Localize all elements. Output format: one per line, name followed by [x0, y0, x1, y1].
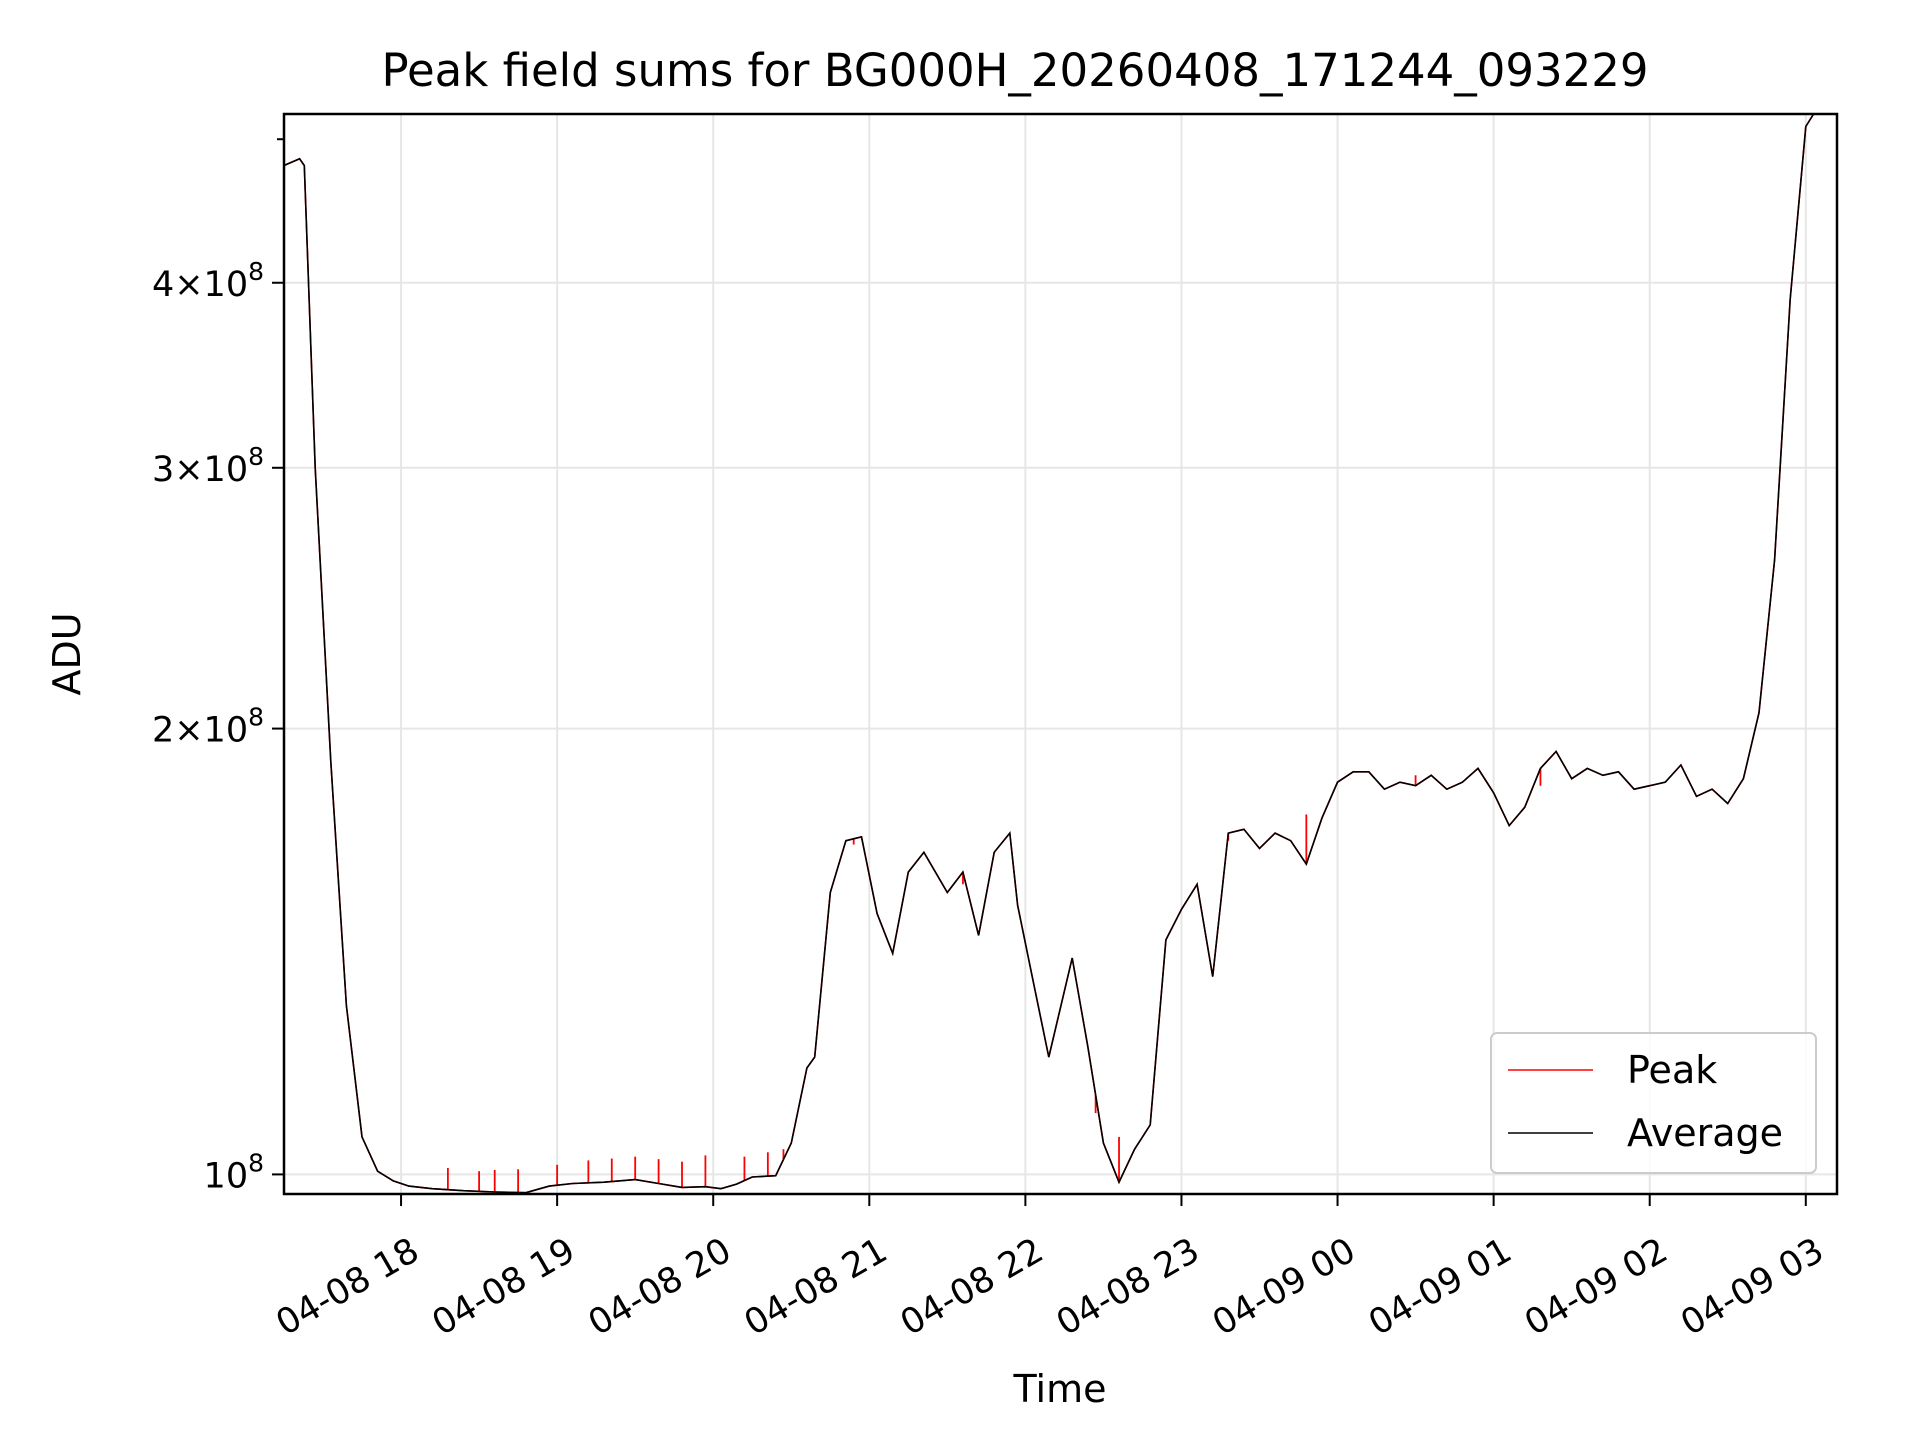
x-tick-label: 04-08 23 [1050, 1231, 1206, 1344]
y-tick-base: 10 [204, 265, 249, 305]
y-axis-label: ADU [45, 612, 89, 695]
grid [284, 114, 1837, 1194]
plot-frame [282, 112, 1839, 1196]
y-tick-times: × [174, 711, 203, 751]
x-tick-label: 04-08 19 [426, 1231, 582, 1344]
x-tick-label: 04-09 00 [1206, 1231, 1362, 1344]
y-tick-exponent: 8 [248, 257, 264, 286]
x-tick-label: 04-09 03 [1674, 1231, 1830, 1344]
x-tick-label: 04-08 18 [270, 1231, 426, 1344]
series-layer [283, 113, 1837, 1194]
series-peak-line [283, 113, 1837, 1194]
y-tick-label: 2×108 [152, 703, 264, 751]
legend-average-label: Average [1627, 1111, 1783, 1155]
legend-box [1490, 1032, 1817, 1174]
legend: Peak Average [1490, 1032, 1817, 1174]
x-axis-ticks: 04-08 18 04-08 19 04-08 20 04-08 21 04-08 22… [270, 1194, 1831, 1344]
x-tick-label: 04-09 01 [1362, 1231, 1518, 1344]
y-tick-base: 10 [204, 1156, 249, 1196]
y-tick-times: × [174, 265, 203, 305]
y-tick-exponent: 8 [248, 703, 264, 732]
y-tick-label: 108 [204, 1148, 264, 1196]
y-tick-mantissa: 3 [152, 450, 174, 490]
y-tick-exponent: 8 [248, 1148, 264, 1177]
x-tick-label: 04-08 21 [738, 1231, 894, 1344]
y-tick-times: × [174, 450, 203, 490]
y-tick-mantissa: 2 [152, 711, 174, 751]
y-tick-base: 10 [204, 711, 249, 751]
y-tick-label: 3×108 [152, 442, 264, 490]
x-axis-label: Time [1013, 1367, 1107, 1411]
x-tick-label: 04-09 02 [1518, 1231, 1674, 1344]
x-tick-label: 04-08 20 [582, 1231, 738, 1344]
legend-peak-label: Peak [1627, 1048, 1717, 1092]
chart-title: Peak field sums for BG000H_20260408_1712… [381, 44, 1648, 97]
y-tick-mantissa: 4 [152, 265, 174, 305]
y-tick-label: 4×108 [152, 257, 264, 305]
y-tick-base: 10 [204, 450, 249, 490]
y-tick-exponent: 8 [248, 442, 264, 471]
series-average-line [283, 113, 1837, 1194]
x-tick-label: 04-08 22 [894, 1231, 1050, 1344]
